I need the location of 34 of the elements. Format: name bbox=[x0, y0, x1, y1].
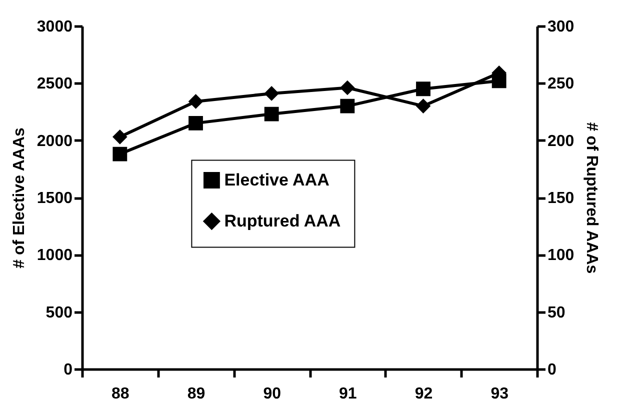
y2-tick-label: 150 bbox=[548, 190, 574, 207]
y2-tick-label: 50 bbox=[548, 304, 566, 322]
y2-tick-label: 0 bbox=[548, 362, 556, 378]
y-tick-label: 2000 bbox=[36, 132, 73, 150]
y2-tick-label: 200 bbox=[548, 132, 574, 150]
y-tick-label: 0 bbox=[64, 362, 73, 378]
y-tick-label: 1500 bbox=[36, 190, 73, 207]
point bbox=[416, 98, 430, 114]
point bbox=[112, 130, 128, 144]
x-tick-label: 88 bbox=[112, 386, 130, 402]
point bbox=[340, 80, 355, 95]
point bbox=[188, 116, 203, 130]
x-tick-label: 89 bbox=[187, 386, 206, 402]
point bbox=[264, 86, 279, 101]
y-tick-label: 2500 bbox=[36, 76, 73, 93]
y-axis-title: # of Elective AAAs bbox=[10, 128, 28, 268]
y-tick-label: 1000 bbox=[36, 247, 73, 264]
x-tick-label: 92 bbox=[414, 386, 433, 402]
point bbox=[416, 82, 430, 96]
x-tick-label: 90 bbox=[263, 386, 282, 402]
x-tick-label: 93 bbox=[490, 386, 509, 402]
legend-label: Ruptured AAA bbox=[224, 211, 341, 230]
y2-axis-title: # of Ruptured AAAs bbox=[583, 122, 600, 274]
point bbox=[188, 94, 203, 109]
point bbox=[112, 146, 128, 162]
y2-tick-label: 300 bbox=[548, 18, 574, 36]
point bbox=[340, 98, 355, 114]
point bbox=[264, 106, 279, 122]
x-tick-label: 91 bbox=[339, 386, 357, 402]
legend-label: Elective AAA bbox=[224, 170, 330, 190]
y-tick-label: 3000 bbox=[36, 18, 73, 36]
y2-tick-label: 250 bbox=[548, 76, 574, 93]
y-tick-label: 500 bbox=[46, 304, 73, 322]
y2-tick-label: 100 bbox=[548, 247, 574, 264]
